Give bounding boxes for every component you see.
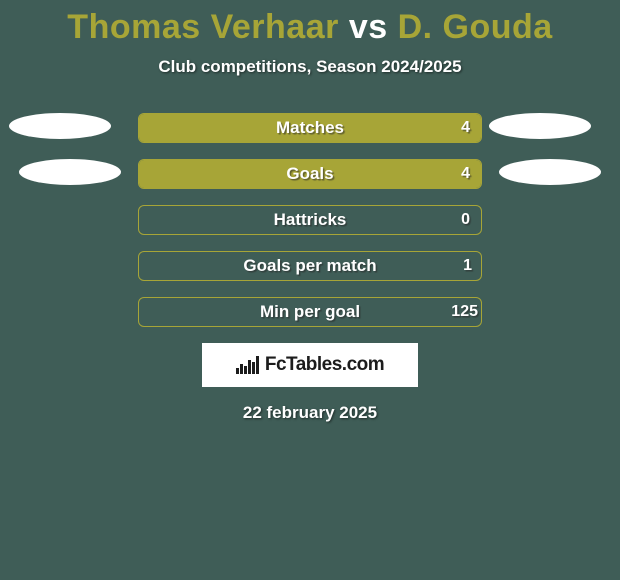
date-text: 22 february 2025 bbox=[0, 403, 620, 423]
bar-fill bbox=[139, 114, 481, 142]
title-vs: vs bbox=[349, 8, 388, 46]
stat-row: Min per goal125 bbox=[0, 297, 620, 327]
page-title: Thomas Verhaar vs D. Gouda bbox=[0, 0, 620, 47]
stat-row: Goals per match1 bbox=[0, 251, 620, 281]
stat-row: Matches4 bbox=[0, 113, 620, 143]
title-player1: Thomas Verhaar bbox=[67, 8, 339, 46]
bar-fill bbox=[139, 160, 481, 188]
bar-track bbox=[138, 113, 482, 143]
stat-row: Goals4 bbox=[0, 159, 620, 189]
title-player2: D. Gouda bbox=[398, 8, 553, 46]
logo-text: FcTables.com bbox=[265, 354, 384, 376]
comparison-card: Thomas Verhaar vs D. Gouda Club competit… bbox=[0, 0, 620, 580]
subtitle: Club competitions, Season 2024/2025 bbox=[0, 57, 620, 77]
bar-track bbox=[138, 251, 482, 281]
logo-box: FcTables.com bbox=[202, 343, 418, 387]
bar-track bbox=[138, 297, 482, 327]
bar-track bbox=[138, 159, 482, 189]
bar-track bbox=[138, 205, 482, 235]
logo-bars-icon bbox=[236, 356, 259, 374]
chart-area: Matches4 Goals4 Hattricks0 Goals per match1… bbox=[0, 113, 620, 327]
stat-row: Hattricks0 bbox=[0, 205, 620, 235]
